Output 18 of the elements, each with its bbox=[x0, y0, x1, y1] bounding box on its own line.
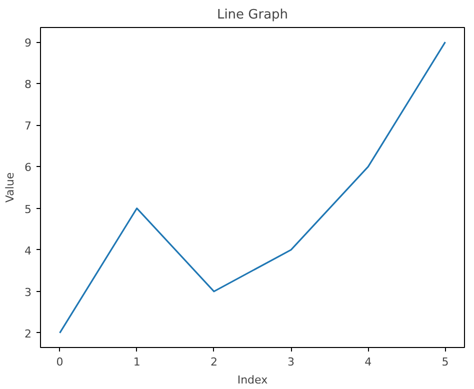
y-tick-label: 2 bbox=[24, 327, 32, 340]
y-tick-label: 4 bbox=[24, 244, 32, 258]
y-tick-label: 7 bbox=[24, 120, 32, 133]
x-tick-label: 4 bbox=[364, 356, 372, 368]
y-tick-label: 9 bbox=[24, 36, 32, 50]
y-tick-label: 8 bbox=[24, 78, 32, 92]
x-tick-label: 3 bbox=[288, 356, 295, 368]
y-tick-label: 6 bbox=[24, 161, 32, 174]
x-tick-label: 2 bbox=[210, 356, 218, 368]
line-series bbox=[58, 41, 446, 334]
y-tick-label: 3 bbox=[24, 286, 32, 299]
x-tick-label: 0 bbox=[56, 356, 64, 368]
x-tick-label: 5 bbox=[442, 356, 449, 368]
y-tick-label: 5 bbox=[24, 202, 32, 216]
x-axis-title: Index bbox=[237, 374, 268, 386]
x-tick-label: 1 bbox=[133, 356, 140, 368]
chart-title: Line Graph bbox=[216, 8, 288, 22]
y-axis-title: Value bbox=[4, 172, 16, 203]
